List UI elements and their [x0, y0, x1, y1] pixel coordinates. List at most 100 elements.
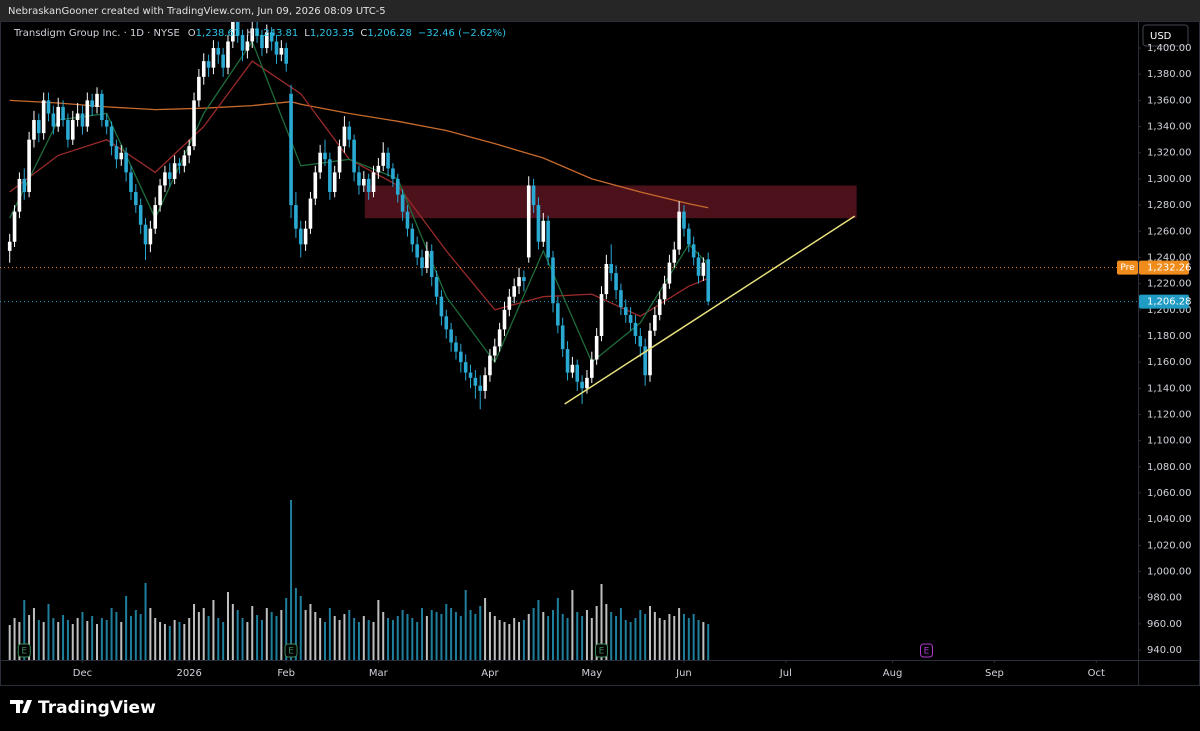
candle-body [701, 262, 706, 276]
volume-bar [663, 620, 666, 660]
candle-body [386, 152, 390, 169]
volume-bar [488, 612, 491, 660]
volume-bar [624, 620, 627, 660]
candle-body [405, 211, 410, 229]
candle-body [318, 152, 322, 173]
candle-body [46, 100, 51, 114]
candle-body [672, 249, 677, 263]
candle-body [425, 250, 429, 268]
y-tick-label: 1,020.00 [1147, 540, 1192, 551]
volume-bar [619, 608, 622, 660]
volume-bar [285, 598, 288, 660]
candle-body [362, 178, 366, 186]
y-tick-label: 1,200.00 [1147, 305, 1192, 316]
x-tick-label: Apr [481, 668, 499, 679]
volume-bar [246, 622, 249, 660]
top-bar [0, 0, 1200, 21]
earnings-marker [17, 643, 31, 658]
candle-body [226, 41, 230, 68]
currency-button[interactable] [1142, 24, 1189, 47]
candle-body [41, 100, 46, 134]
y-tick-label: 1,380.00 [1147, 69, 1192, 80]
x-tick-label: Mar [369, 668, 389, 679]
candle-body [410, 228, 415, 245]
candle-body [560, 325, 565, 350]
volume-bar [8, 625, 11, 660]
volume-bar [314, 612, 317, 660]
candle-body [696, 257, 701, 276]
volume-bar [168, 626, 171, 660]
candle-body [623, 307, 628, 316]
candle-body [177, 163, 182, 166]
volume-bar [372, 622, 375, 660]
candle-body [580, 381, 584, 389]
candle-body [570, 364, 575, 373]
candle-body [61, 106, 65, 121]
candle-body [536, 205, 541, 242]
candle-body [284, 48, 288, 64]
candle-body [7, 241, 12, 251]
volume-bar [508, 624, 511, 660]
volume-bar [353, 618, 356, 660]
x-tick-label: Jun [675, 668, 692, 679]
volume-bar [401, 610, 404, 660]
candle-body [400, 194, 405, 212]
earnings-label: E [924, 647, 930, 657]
x-tick-label: 2026 [176, 668, 201, 679]
candle-body [439, 296, 444, 317]
candle-body [662, 283, 667, 300]
volume-bar [120, 622, 123, 660]
volume-bar [13, 618, 16, 660]
volume-bar [561, 614, 564, 660]
volume-bar [668, 614, 671, 660]
volume-bar [197, 612, 200, 660]
candle-body [478, 385, 483, 391]
candle-body [633, 322, 638, 336]
brand: TradingView [38, 698, 156, 718]
candle-body [167, 172, 172, 179]
volume-bar [610, 612, 613, 660]
volume-bar [23, 600, 26, 660]
candle-body [546, 220, 550, 258]
legend-ohlc-label: H [246, 28, 254, 39]
y-tick-label: 1,260.00 [1147, 226, 1192, 237]
candle-body [391, 168, 395, 179]
currency[interactable]: USD [1150, 31, 1172, 42]
candle-body [22, 178, 27, 193]
volume-bar [290, 500, 293, 660]
volume-bar [566, 618, 569, 660]
candle-body [429, 250, 434, 278]
volume-bar [178, 622, 181, 660]
candle-body [687, 228, 691, 245]
legend-ohlc-value: 1,238.61 [196, 28, 241, 39]
volume-bar [231, 604, 234, 660]
candle-body [328, 159, 332, 193]
candle-body [109, 126, 114, 147]
volume-bar [173, 620, 176, 660]
x-tick-label: Oct [1088, 668, 1105, 679]
legend-ohlc-label: L [304, 28, 310, 39]
volume-bar [391, 620, 394, 660]
candle-body [264, 32, 269, 49]
volume-bar [362, 616, 365, 660]
candle-body [371, 172, 376, 193]
candle-body [274, 41, 279, 55]
volume-bar [629, 622, 632, 660]
candle-body [459, 351, 463, 363]
candle-body [313, 172, 318, 199]
candle-body [420, 257, 424, 268]
volume-bar [615, 616, 618, 660]
volume-bar [605, 604, 608, 660]
volume-bar [673, 616, 676, 660]
volume-bar [324, 622, 327, 660]
volume-bar [406, 614, 409, 660]
candle-body [512, 286, 516, 297]
candle-body [143, 224, 148, 245]
price-tag-label: 1,232.26 [1147, 263, 1192, 274]
volume-bar [304, 610, 307, 660]
volume-bar [469, 610, 472, 660]
volume-bar [81, 612, 84, 660]
candle-body [483, 375, 487, 391]
